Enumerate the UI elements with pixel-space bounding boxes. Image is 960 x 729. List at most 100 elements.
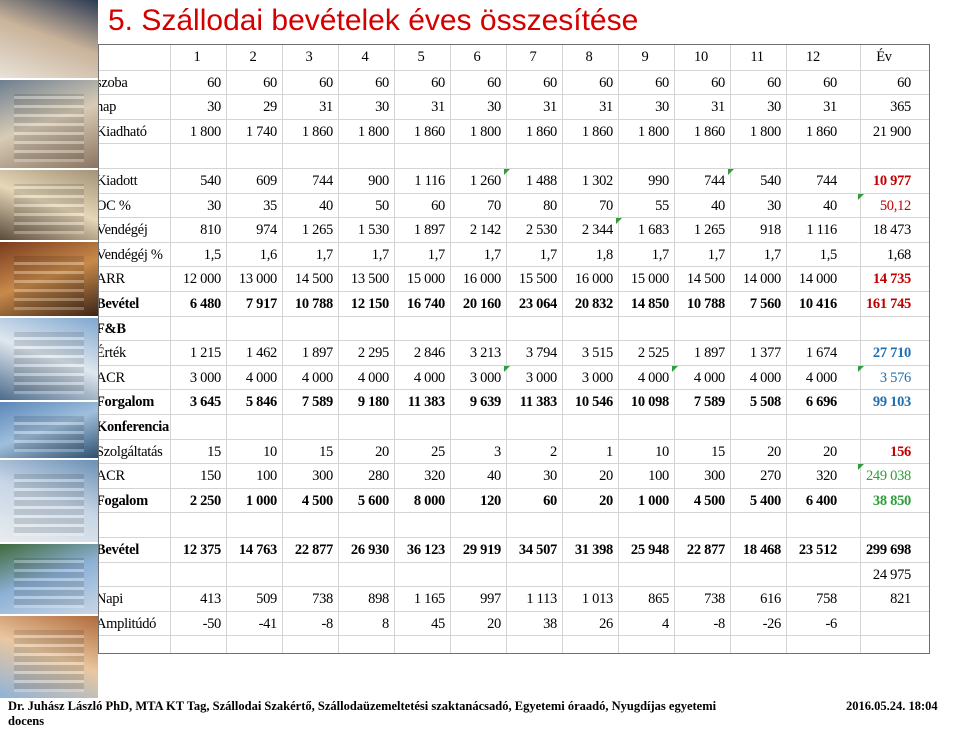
comment-marker-icon [858,193,864,200]
table-row: OC % 30 35 40 50 60 70 80 70 55 40 30 40 50,12 [99,192,929,218]
table-cell [769,563,837,587]
table-cell: 3 000 [581,369,613,386]
table-cell [843,612,911,636]
row-label: Szolgáltatás [98,443,163,460]
table-cell: 7 589 [693,394,725,411]
table-row: Napi 413 509 738 898 1 165 997 1 113 1 013 865 738… [99,586,929,611]
table-cell: 1 000 [637,492,669,509]
table-cell: 1 860 [805,123,837,140]
table-cell: 9 639 [469,394,501,411]
column-header: 6 [473,49,481,65]
table-cell: 20 [375,443,389,460]
table-cell: 30 [207,197,221,214]
table-cell: 1 530 [357,222,389,239]
table-cell: 30 [487,99,501,116]
table-cell: 540 [200,173,221,189]
table-cell: 1 740 [245,123,277,140]
table-cell: 413 [200,591,221,608]
table-cell: 60 [431,74,445,91]
table-cell: 12 375 [182,542,221,558]
table-cell: 1,68 [886,246,911,263]
column-header: 8 [585,49,593,65]
table-cell: 31 [431,99,445,116]
table-cell: 2 250 [189,492,221,509]
table-cell: 1 800 [469,123,501,140]
table-cell: 14 000 [798,271,837,288]
row-label: Bevétel [98,542,139,558]
table-cell: 10 788 [294,296,333,312]
table-cell: 3 [494,443,501,460]
table-row: szoba 60 60 60 60 60 60 60 60 60 60 60 60 60 [98,69,929,95]
table-cell: 15 000 [406,271,445,288]
table-cell: 2 142 [469,222,501,239]
table-cell: 24 975 [872,566,911,583]
table-row [99,512,929,537]
table-cell: 1 265 [301,222,333,239]
footer-author: Dr. Juhász László PhD, MTA KT Tag, Száll… [8,699,717,713]
grid-line [450,45,451,653]
table-cell: 865 [648,591,669,608]
table-row: Forgalom 3 645 5 846 7 589 9 180 11 383 9 639 1… [99,389,929,414]
lake-hotel-photo [0,402,98,458]
table-cell: 1 860 [693,123,725,140]
table-cell: 3 000 [525,369,557,386]
table-cell: 616 [760,591,781,608]
table-cell: 15 000 [630,271,669,288]
table-cell: 540 [760,173,781,189]
table-cell: 5 508 [749,394,781,411]
table-cell: 14 735 [872,271,911,288]
table-cell: 20 [599,492,613,509]
table-cell: 3 645 [189,394,221,411]
table-cell: 4 000 [637,369,669,386]
table-cell: 821 [890,591,911,608]
table-cell [769,636,837,653]
table-cell: 15 [207,443,221,460]
table-cell: 60 [655,74,669,91]
classic-hotel-photo [0,170,98,240]
tower-hotel-photo [0,616,98,698]
table-cell: 31 [319,99,333,116]
table-cell: 1 897 [301,345,333,362]
table-row: nap 30 29 31 30 31 30 31 31 30 31 30 31 365 [99,94,929,119]
table-cell: 4 000 [413,369,445,386]
table-cell [843,415,911,439]
row-label: Vendégéj [98,222,148,239]
table-cell: 60 [207,74,221,91]
row-label: szoba [98,74,128,91]
table-cell: 31 398 [574,542,613,558]
table-cell: 14 500 [686,271,725,288]
footer-author-line2: docens [8,714,45,728]
table-cell [769,513,837,537]
table-cell: 6 696 [805,394,837,411]
table-cell: 1 860 [301,123,333,140]
table-cell: 60 [543,492,557,509]
table-cell: 31 [823,99,837,116]
grid-line [860,45,861,653]
table-cell: 1 860 [525,123,557,140]
column-header: 11 [750,49,764,65]
column-header: 3 [305,49,313,65]
table-cell: 4 000 [301,369,333,386]
table-row: Bevétel 12 375 14 763 22 877 26 930 36 123 29 … [98,537,929,562]
column-header: 4 [361,49,369,65]
table-cell: 40 [711,197,725,214]
table-row: Fogalom 2 250 1 000 4 500 5 600 8 000 120 60 20 1… [99,487,929,513]
table-cell: 1 302 [581,173,613,189]
table-cell: 270 [760,468,781,485]
table-row: Vendégéj % 1,5 1,6 1,7 1,7 1,7 1,7 1,7 1,8 1,7 1,7… [99,241,929,267]
table-cell: 29 919 [462,542,501,558]
table-cell: 31 [711,99,725,116]
column-header: 7 [529,49,537,65]
photo-detail [14,558,84,608]
table-cell: 60 [319,74,333,91]
table-cell: 60 [599,74,613,91]
table-row: Szolgáltatás 15 10 15 20 25 3 2 1 10 15 20 20 156 [98,438,929,464]
table-cell: 3 000 [189,369,221,386]
table-cell: 758 [816,591,837,608]
table-cell: 80 [543,197,557,214]
comment-marker-icon [728,169,734,175]
grid-line [170,45,171,653]
table-cell: 2 [550,443,557,460]
table-cell: 26 [599,615,613,632]
table-cell: 6 400 [805,492,837,509]
